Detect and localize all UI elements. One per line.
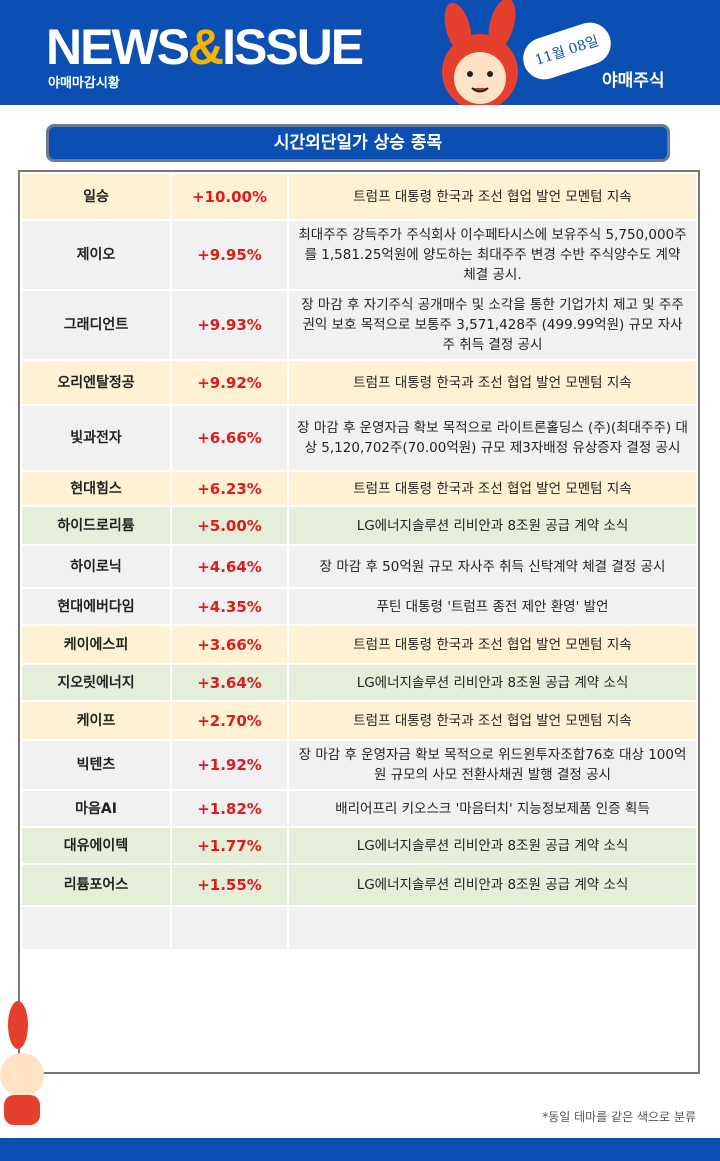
table-row: 대유에이텍 +1.77% LG에너지솔루션 리비안과 8조원 공급 계약 소식 xyxy=(20,826,698,865)
cell-desc: 트럼프 대통령 한국과 조선 협업 발언 모멘텀 지속 xyxy=(287,700,698,741)
cell-desc: 배리어프리 키오스크 '마음터치' 지능정보제품 인증 획득 xyxy=(287,789,698,828)
cell-desc: LG에너지솔루션 리비안과 8조원 공급 계약 소식 xyxy=(287,505,698,546)
cell-change: +1.92% xyxy=(170,739,289,791)
cell-name: 케이프 xyxy=(20,700,172,741)
cell-change: +9.95% xyxy=(170,219,289,291)
table: 일승 +10.00% 트럼프 대통령 한국과 조선 협업 발언 모멘텀 지속 제이오 +… xyxy=(20,172,698,951)
table-row: 빅텐츠 +1.92% 장 마감 후 운영자금 확보 목적으로 위드윈투자조합76호 … xyxy=(20,739,698,791)
cell-name: 일승 xyxy=(20,172,172,221)
subtitle: 야매마감시황 xyxy=(48,76,120,91)
table-row: 하이드로리튬 +5.00% LG에너지솔루션 리비안과 8조원 공급 계약 소식 xyxy=(20,505,698,546)
cell-desc: LG에너지솔루션 리비안과 8조원 공급 계약 소식 xyxy=(287,863,698,907)
logo: NEWS&ISSUE xyxy=(46,19,364,75)
cell-desc: 트럼프 대통령 한국과 조선 협업 발언 모멘텀 지속 xyxy=(287,172,698,221)
cell-change: +9.93% xyxy=(170,289,289,361)
cell-name: 빛과전자 xyxy=(20,404,172,472)
table-row: 하이로닉 +4.64% 장 마감 후 50억원 규모 자사주 취득 신탁계약 체결 … xyxy=(20,544,698,589)
cell-desc: 장 마감 후 자기주식 공개매수 및 소각을 통한 기업가치 제고 및 주주권익… xyxy=(287,289,698,361)
cell-desc: 트럼프 대통령 한국과 조선 협업 발언 모멘텀 지속 xyxy=(287,470,698,507)
cell-name: 대유에이텍 xyxy=(20,826,172,865)
mascot-bottom xyxy=(0,1001,44,1125)
cell-name: 지오릿에너지 xyxy=(20,663,172,702)
cell-change: +6.23% xyxy=(170,470,289,507)
cell-desc: 최대주주 강득주가 주식회사 이수페타시스에 보유주식 5,750,000주를 … xyxy=(287,219,698,291)
cell-desc: 장 마감 후 50억원 규모 자사주 취득 신탁계약 체결 결정 공시 xyxy=(287,544,698,589)
cell-change: +3.64% xyxy=(170,663,289,702)
cell-change: +5.00% xyxy=(170,505,289,546)
empty-cell xyxy=(287,905,698,951)
logo-news: NEWS xyxy=(46,19,190,75)
footnote: *동일 테마를 같은 색으로 분류 xyxy=(542,1110,696,1124)
table-row: 빛과전자 +6.66% 장 마감 후 운영자금 확보 목적으로 라이트론홀딩스 (주… xyxy=(20,404,698,472)
cell-change: +3.66% xyxy=(170,624,289,665)
cell-name: 하이로닉 xyxy=(20,544,172,589)
cell-desc: 장 마감 후 운영자금 확보 목적으로 라이트론홀딩스 (주)(최대주주) 대상… xyxy=(287,404,698,472)
cell-desc: 장 마감 후 운영자금 확보 목적으로 위드윈투자조합76호 대상 100억원 … xyxy=(287,739,698,791)
cell-desc: 푸틴 대통령 '트럼프 종전 제안 환영' 발언 xyxy=(287,587,698,626)
empty-row xyxy=(20,905,698,951)
empty-cell xyxy=(170,905,289,951)
footer-band xyxy=(0,1138,720,1161)
mascot xyxy=(442,0,518,105)
cell-change: +6.66% xyxy=(170,404,289,472)
cell-change: +4.35% xyxy=(170,587,289,626)
cell-desc: LG에너지솔루션 리비안과 8조원 공급 계약 소식 xyxy=(287,663,698,702)
table-row: 현대힘스 +6.23% 트럼프 대통령 한국과 조선 협업 발언 모멘텀 지속 xyxy=(20,470,698,507)
cell-change: +4.64% xyxy=(170,544,289,589)
brand: 야매주식 xyxy=(602,71,665,91)
cell-name: 현대에버다임 xyxy=(20,587,172,626)
table-row: 제이오 +9.95% 최대주주 강득주가 주식회사 이수페타시스에 보유주식 5,7… xyxy=(20,219,698,291)
cell-change: +9.92% xyxy=(170,359,289,406)
cell-name: 빅텐츠 xyxy=(20,739,172,791)
empty-cell xyxy=(20,905,172,951)
cell-change: +1.77% xyxy=(170,826,289,865)
cell-name: 현대힘스 xyxy=(20,470,172,507)
cell-name: 그래디언트 xyxy=(20,289,172,361)
cell-desc: 트럼프 대통령 한국과 조선 협업 발언 모멘텀 지속 xyxy=(287,624,698,665)
table-row: 리튬포어스 +1.55% LG에너지솔루션 리비안과 8조원 공급 계약 소식 xyxy=(20,863,698,907)
table-row: 케이에스피 +3.66% 트럼프 대통령 한국과 조선 협업 발언 모멘텀 지속 xyxy=(20,624,698,665)
section-title: 시간외단일가 상승 종목 xyxy=(46,124,670,162)
table-row: 케이프 +2.70% 트럼프 대통령 한국과 조선 협업 발언 모멘텀 지속 xyxy=(20,700,698,741)
cell-name: 마음AI xyxy=(20,789,172,828)
table-row: 그래디언트 +9.93% 장 마감 후 자기주식 공개매수 및 소각을 통한 기업가… xyxy=(20,289,698,361)
cell-desc: 트럼프 대통령 한국과 조선 협업 발언 모멘텀 지속 xyxy=(287,359,698,406)
cell-change: +2.70% xyxy=(170,700,289,741)
table-row: 오리엔탈정공 +9.92% 트럼프 대통령 한국과 조선 협업 발언 모멘텀 지속 xyxy=(20,359,698,406)
cell-change: +1.55% xyxy=(170,863,289,907)
logo-amp: & xyxy=(188,19,224,75)
cell-name: 리튬포어스 xyxy=(20,863,172,907)
cell-desc: LG에너지솔루션 리비안과 8조원 공급 계약 소식 xyxy=(287,826,698,865)
logo-issue: ISSUE xyxy=(222,19,364,75)
table-row: 지오릿에너지 +3.64% LG에너지솔루션 리비안과 8조원 공급 계약 소식 xyxy=(20,663,698,702)
header-band: NEWS&ISSUE 야매마감시황 11월 08일 야매주식 xyxy=(0,0,720,105)
cell-name: 하이드로리튬 xyxy=(20,505,172,546)
table-row: 현대에버다임 +4.35% 푸틴 대통령 '트럼프 종전 제안 환영' 발언 xyxy=(20,587,698,626)
cell-change: +1.82% xyxy=(170,789,289,828)
cell-name: 케이에스피 xyxy=(20,624,172,665)
table-row: 일승 +10.00% 트럼프 대통령 한국과 조선 협업 발언 모멘텀 지속 xyxy=(20,172,698,221)
cell-name: 제이오 xyxy=(20,219,172,291)
table-row: 마음AI +1.82% 배리어프리 키오스크 '마음터치' 지능정보제품 인증 획득 xyxy=(20,789,698,828)
cell-change: +10.00% xyxy=(170,172,289,221)
cell-name: 오리엔탈정공 xyxy=(20,359,172,406)
